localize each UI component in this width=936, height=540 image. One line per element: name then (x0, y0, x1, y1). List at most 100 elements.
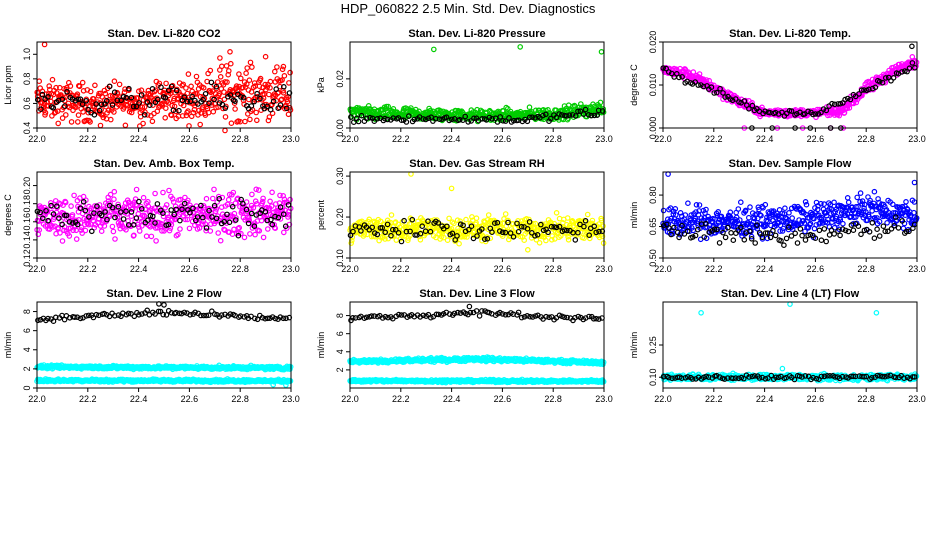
data-point (96, 216, 102, 222)
data-point (820, 106, 827, 112)
data-point (749, 102, 756, 109)
data-point (454, 233, 460, 239)
data-point (281, 73, 288, 79)
data-point (277, 314, 284, 320)
data-point (698, 218, 705, 224)
data-point (246, 215, 252, 221)
data-point (243, 206, 250, 213)
data-point (158, 84, 164, 91)
data-point (259, 314, 266, 321)
y-axis-label: ml/min (3, 332, 13, 359)
data-point (542, 111, 549, 118)
data-point (797, 226, 804, 232)
x-tick-label: 22.8 (857, 134, 875, 144)
data-point (133, 103, 140, 110)
data-point (828, 227, 835, 234)
data-point (238, 75, 244, 82)
data-point (107, 93, 114, 99)
data-point (837, 232, 843, 239)
data-point (73, 104, 79, 111)
data-point (746, 228, 753, 235)
data-point (64, 89, 70, 95)
data-point (170, 107, 177, 114)
outlier-point (524, 247, 531, 253)
data-point (68, 203, 74, 209)
data-point (526, 104, 533, 111)
data-point (76, 83, 83, 90)
data-points (347, 171, 607, 253)
data-point (564, 215, 571, 221)
data-point (812, 111, 819, 117)
data-point (891, 223, 897, 229)
data-point (233, 215, 239, 221)
data-point (104, 216, 110, 223)
data-point (859, 201, 865, 207)
data-point (735, 227, 741, 233)
data-point (489, 229, 495, 236)
y-tick-label: 4 (22, 347, 32, 352)
data-point (198, 312, 204, 319)
data-point (277, 192, 283, 199)
data-point (147, 102, 153, 109)
data-point (203, 225, 210, 231)
data-point (202, 91, 209, 97)
data-point (589, 217, 596, 224)
data-point (681, 231, 688, 237)
data-point (280, 84, 287, 90)
data-point (106, 213, 113, 220)
data-point (42, 109, 49, 116)
data-point (244, 65, 251, 71)
data-point (807, 220, 814, 227)
data-point (660, 207, 667, 214)
data-point (217, 74, 224, 80)
x-tick-label: 22.0 (28, 134, 46, 144)
data-point (283, 315, 289, 322)
data-point (722, 234, 729, 241)
data-point (78, 224, 85, 231)
y-tick-label: 0.4 (22, 122, 32, 135)
x-tick-label: 22.4 (443, 134, 461, 144)
data-point (194, 214, 201, 220)
data-point (240, 97, 247, 104)
data-point (165, 214, 172, 221)
data-point (789, 215, 796, 221)
data-point (176, 107, 182, 114)
data-point (82, 207, 89, 214)
data-point (123, 208, 129, 215)
data-point (716, 240, 723, 246)
data-point (246, 77, 253, 84)
data-point (149, 118, 156, 125)
data-point (112, 236, 118, 242)
data-point (676, 74, 682, 81)
x-tick-label: 22.8 (231, 394, 249, 404)
data-point (759, 234, 766, 241)
data-point (818, 237, 825, 244)
data-point (778, 218, 785, 225)
data-point (561, 227, 568, 233)
data-point (772, 109, 779, 116)
data-point (674, 224, 680, 231)
data-point (889, 201, 896, 208)
x-tick-label: 22.4 (130, 134, 148, 144)
data-point (779, 109, 785, 116)
data-point (283, 105, 290, 112)
x-tick-label: 22.4 (756, 264, 774, 274)
data-point (553, 210, 560, 216)
data-point (168, 207, 175, 213)
data-point (155, 225, 161, 231)
data-point (77, 315, 84, 322)
data-point (491, 220, 498, 227)
outlier-point (41, 41, 48, 48)
data-point (238, 94, 244, 100)
data-point (252, 315, 258, 322)
data-points (347, 303, 607, 386)
data-point (185, 197, 191, 204)
y-tick-label: 0.000 (648, 117, 658, 140)
data-point (219, 101, 226, 108)
data-point (840, 220, 846, 227)
data-point (508, 233, 514, 240)
data-point (385, 103, 392, 110)
data-point (232, 98, 238, 105)
y-tick-label: 1.0 (22, 48, 32, 61)
data-point (184, 216, 191, 223)
